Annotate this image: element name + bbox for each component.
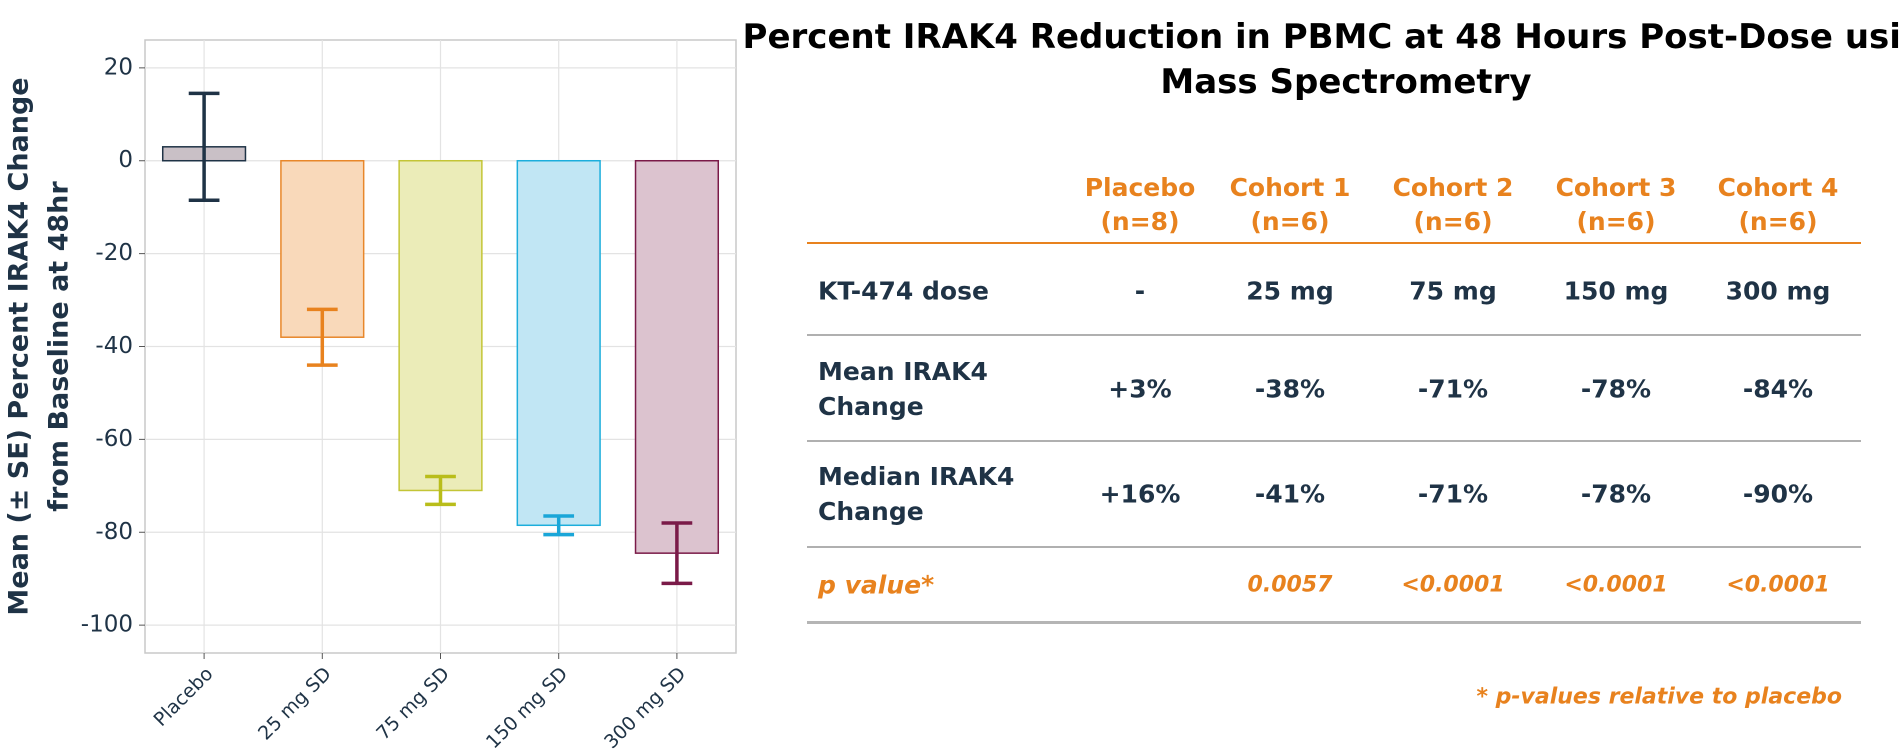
x-tick-label: 150 mg SD xyxy=(482,663,572,750)
column-header: (n=6) xyxy=(1738,207,1818,236)
row-label-line: Median IRAK4 xyxy=(818,462,1015,491)
row-label: p value* xyxy=(818,568,934,603)
column-header: Placebo xyxy=(1084,173,1196,202)
chart: 20 0 -20 -40 -60 -80 -100 Mean (± SE) Percent I… xyxy=(4,39,737,750)
table-cell: 75 mg xyxy=(1409,276,1497,306)
x-tick-label: 25 mg SD xyxy=(254,663,336,745)
table-cell: -78% xyxy=(1580,479,1652,509)
table-cell: -38% xyxy=(1254,374,1326,404)
header-rule xyxy=(807,242,1861,244)
row-label-line: Change xyxy=(818,497,924,526)
row-rule xyxy=(807,621,1861,624)
bar xyxy=(634,159,720,554)
bar xyxy=(516,159,601,527)
row-rule xyxy=(807,334,1861,336)
column-header: Cohort 2 xyxy=(1392,173,1514,202)
column-header: (n=8) xyxy=(1100,207,1180,236)
column-header: Cohort 1 xyxy=(1229,173,1351,202)
y-tick-label: -60 xyxy=(95,426,133,452)
y-tick-label: 20 xyxy=(104,54,133,80)
column-header: Cohort 4 xyxy=(1717,173,1839,202)
error-bar xyxy=(425,474,456,507)
table-cell: - xyxy=(1134,276,1146,306)
footnote: * p-values relative to placebo xyxy=(1476,684,1843,710)
bar xyxy=(398,159,483,492)
y-tick-label: -100 xyxy=(81,612,133,638)
column-header: (n=6) xyxy=(1250,207,1330,236)
table-cell: 0.0057 xyxy=(1247,572,1333,598)
y-axis-label: Mean (± SE) Percent IRAK4 Change xyxy=(4,77,35,615)
error-bar xyxy=(661,521,693,586)
y-tick-label: -40 xyxy=(95,333,133,359)
row-label: KT-474 dose xyxy=(818,274,989,309)
table-cell: 150 mg xyxy=(1563,276,1669,306)
table-cell: <0.0001 xyxy=(1564,572,1668,598)
table-cell: -41% xyxy=(1254,479,1326,509)
x-tick-label: 75 mg SD xyxy=(372,663,454,745)
row-label: Median IRAK4 Change xyxy=(818,459,1014,529)
table-title: Percent IRAK4 Reduction in PBMC at 48 Ho… xyxy=(742,17,1902,57)
table-cell: <0.0001 xyxy=(1726,572,1830,598)
table-cell: -90% xyxy=(1742,479,1814,509)
table-cell: -71% xyxy=(1417,479,1489,509)
row-rule xyxy=(807,440,1861,442)
table-title: Mass Spectrometry xyxy=(1160,62,1532,102)
y-tick-label: -80 xyxy=(95,519,133,545)
row-label-line: KT-474 dose xyxy=(818,276,989,306)
table-cell: +16% xyxy=(1099,479,1181,509)
x-tick-label: Placebo xyxy=(149,663,217,731)
row-label-line: p value* xyxy=(818,570,935,600)
row-label: Mean IRAK4 Change xyxy=(818,354,988,424)
row-label-line: Mean IRAK4 xyxy=(818,357,988,386)
table-cell: 300 mg xyxy=(1725,276,1831,306)
table-cell: 25 mg xyxy=(1246,276,1334,306)
y-axis-label: from Baseline at 48hr xyxy=(44,181,75,512)
column-header: Cohort 3 xyxy=(1555,173,1677,202)
table-cell: -84% xyxy=(1742,374,1814,404)
row-label-line: Change xyxy=(818,392,924,421)
table-cell: -78% xyxy=(1580,374,1652,404)
x-tick-label: 300 mg SD xyxy=(600,663,690,750)
column-header: (n=6) xyxy=(1576,207,1656,236)
table-cell: -71% xyxy=(1417,374,1489,404)
error-bar xyxy=(306,307,338,367)
error-bar xyxy=(543,514,575,537)
table-cell: +3% xyxy=(1108,374,1172,404)
error-bar xyxy=(188,91,220,202)
y-tick-label: -20 xyxy=(95,240,133,266)
row-rule xyxy=(807,546,1861,548)
table-cell: <0.0001 xyxy=(1401,572,1505,598)
y-tick-label: 0 xyxy=(118,147,133,173)
column-header: (n=6) xyxy=(1413,207,1493,236)
